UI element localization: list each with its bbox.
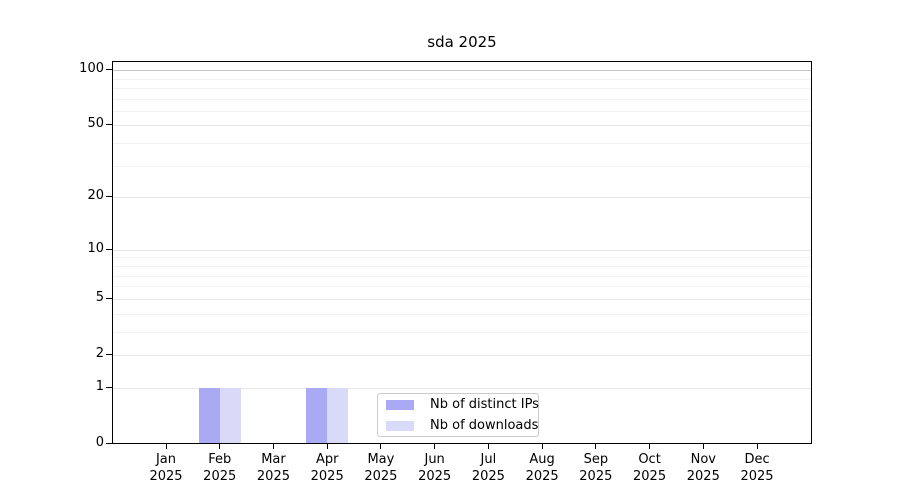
y-tick [106,69,112,71]
minor-gridline [113,286,811,288]
y-tick-label: 2 [95,345,104,361]
x-tick-label-month: Jan [155,452,177,467]
y-tick-label: 50 [87,116,104,132]
x-tick-label-month: Jun [424,452,445,467]
major-gridline [113,197,811,199]
bar-apr-downloads [327,387,349,443]
major-gridline [113,249,811,251]
x-tick [595,444,597,449]
y-tick-label: 1 [95,378,104,394]
y-tick-label: 10 [87,240,104,256]
legend-item-downloads: Nb of downloads [378,415,538,436]
minor-gridline [113,331,811,333]
x-tick [702,444,704,449]
x-tick-label-year: 2025 [633,469,667,484]
y-tick [106,124,112,126]
minor-gridline [113,87,811,89]
major-gridline [113,70,811,72]
x-tick-label-year: 2025 [579,469,613,484]
y-tick [106,248,112,250]
x-tick-label-year: 2025 [203,469,237,484]
x-tick [756,444,758,449]
x-tick [487,444,489,449]
x-tick-label-month: Jul [480,452,497,467]
y-tick-label: 5 [95,289,104,305]
legend-label-downloads: Nb of downloads [430,418,539,433]
bar-apr-distinct-ips [306,387,328,443]
x-tick-label-year: 2025 [740,469,774,484]
major-gridline [113,125,811,127]
bar-feb-downloads [219,387,241,443]
minor-gridline [113,257,811,259]
x-tick-label-year: 2025 [364,469,398,484]
x-tick [219,444,221,449]
x-tick-label-year: 2025 [686,469,720,484]
x-tick-label-month: Feb [208,452,232,467]
x-tick [272,444,274,449]
minor-gridline [113,98,811,100]
minor-gridline [113,78,811,80]
legend-item-distinct-ips: Nb of distinct IPs [378,394,539,415]
x-tick-label-year: 2025 [149,469,183,484]
x-tick-label-year: 2025 [525,469,559,484]
x-tick-label-month: May [367,452,395,467]
y-tick [106,443,112,444]
x-tick-label-year: 2025 [310,469,344,484]
y-tick [106,297,112,299]
y-tick [106,196,112,198]
bar-feb-distinct-ips [198,387,220,443]
y-tick [106,353,112,355]
major-gridline [113,354,811,356]
x-tick [434,444,436,449]
x-tick-label-month: Nov [690,452,716,467]
x-tick-label-year: 2025 [471,469,505,484]
x-tick-label-year: 2025 [418,469,452,484]
x-tick [541,444,543,449]
x-tick-label-year: 2025 [256,469,290,484]
x-tick [649,444,651,449]
x-tick-label-month: Aug [529,452,555,467]
x-tick [326,444,328,449]
minor-gridline [113,265,811,267]
minor-gridline [113,275,811,277]
y-tick [106,386,112,388]
y-tick-label: 0 [95,435,104,450]
minor-gridline [113,143,811,145]
major-gridline [113,298,811,300]
x-tick-label-month: Oct [638,452,661,467]
plot-area [112,61,812,444]
x-tick [380,444,382,449]
minor-gridline [113,313,811,315]
chart-title: sda 2025 [427,33,497,51]
legend-swatch-downloads [386,420,414,431]
legend-swatch-distinct-ips [386,399,414,410]
major-gridline [113,387,811,389]
y-tick-label: 20 [87,188,104,204]
x-tick-label-month: Mar [261,452,286,467]
x-tick-label-month: Sep [583,452,609,467]
x-tick [165,444,167,449]
minor-gridline [113,110,811,112]
legend: Nb of distinct IPs Nb of downloads [377,393,539,437]
legend-label-distinct-ips: Nb of distinct IPs [430,397,539,412]
x-tick-label-month: Dec [744,452,770,467]
x-tick-label-month: Apr [315,452,339,467]
minor-gridline [113,165,811,167]
y-tick-label: 100 [79,61,104,77]
